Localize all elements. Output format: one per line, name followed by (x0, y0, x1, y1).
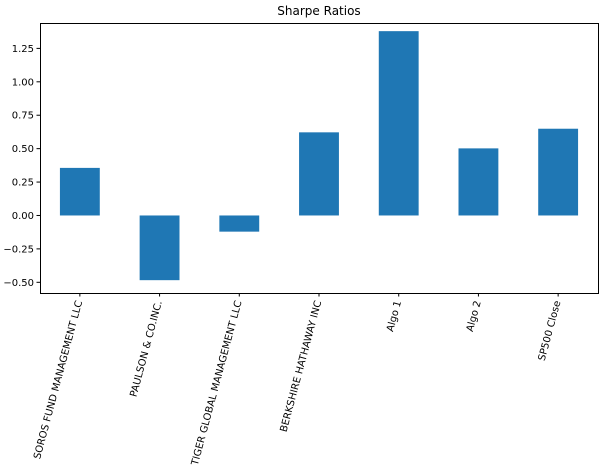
x-tick-label: SP500 Close (537, 300, 564, 363)
x-tick-label: TIGER GLOBAL MANAGEMENT LLC (190, 300, 245, 468)
x-axis: SOROS FUND MANAGEMENT LLC PAULSON & CO.IN… (32, 293, 563, 468)
x-tick-label: PAULSON & CO.INC. (129, 300, 165, 399)
bar-2 (139, 215, 180, 281)
y-tick-label: −0.50 (3, 278, 34, 289)
y-tick-label: 0.25 (12, 178, 34, 189)
bar-6 (458, 148, 499, 216)
y-tick-label: −0.25 (3, 244, 34, 255)
x-tick-label: Algo 2 (465, 300, 484, 333)
bar-7 (538, 128, 579, 216)
y-tick-label: 1.25 (12, 44, 34, 55)
x-tick-label: BERKSHIRE HATHAWAY INC (279, 300, 325, 434)
x-tick-label: SOROS FUND MANAGEMENT LLC (32, 300, 85, 461)
y-tick-label: 0.50 (12, 144, 34, 155)
bar-3 (219, 215, 260, 232)
y-tick-label: 0.00 (12, 211, 34, 222)
bars-layer (59, 31, 579, 281)
y-tick-label: 0.75 (12, 111, 34, 122)
bar-5 (378, 31, 419, 216)
y-tick-label: 1.00 (12, 77, 34, 88)
y-axis: −0.50 −0.25 0.00 0.25 0.50 0.75 1.00 1.25 (3, 44, 40, 289)
bar-1 (59, 167, 100, 216)
bar-4 (299, 132, 339, 216)
plot-frame (40, 23, 599, 294)
chart-title: Sharpe Ratios (277, 4, 360, 18)
x-tick-label: Algo 1 (385, 300, 404, 333)
